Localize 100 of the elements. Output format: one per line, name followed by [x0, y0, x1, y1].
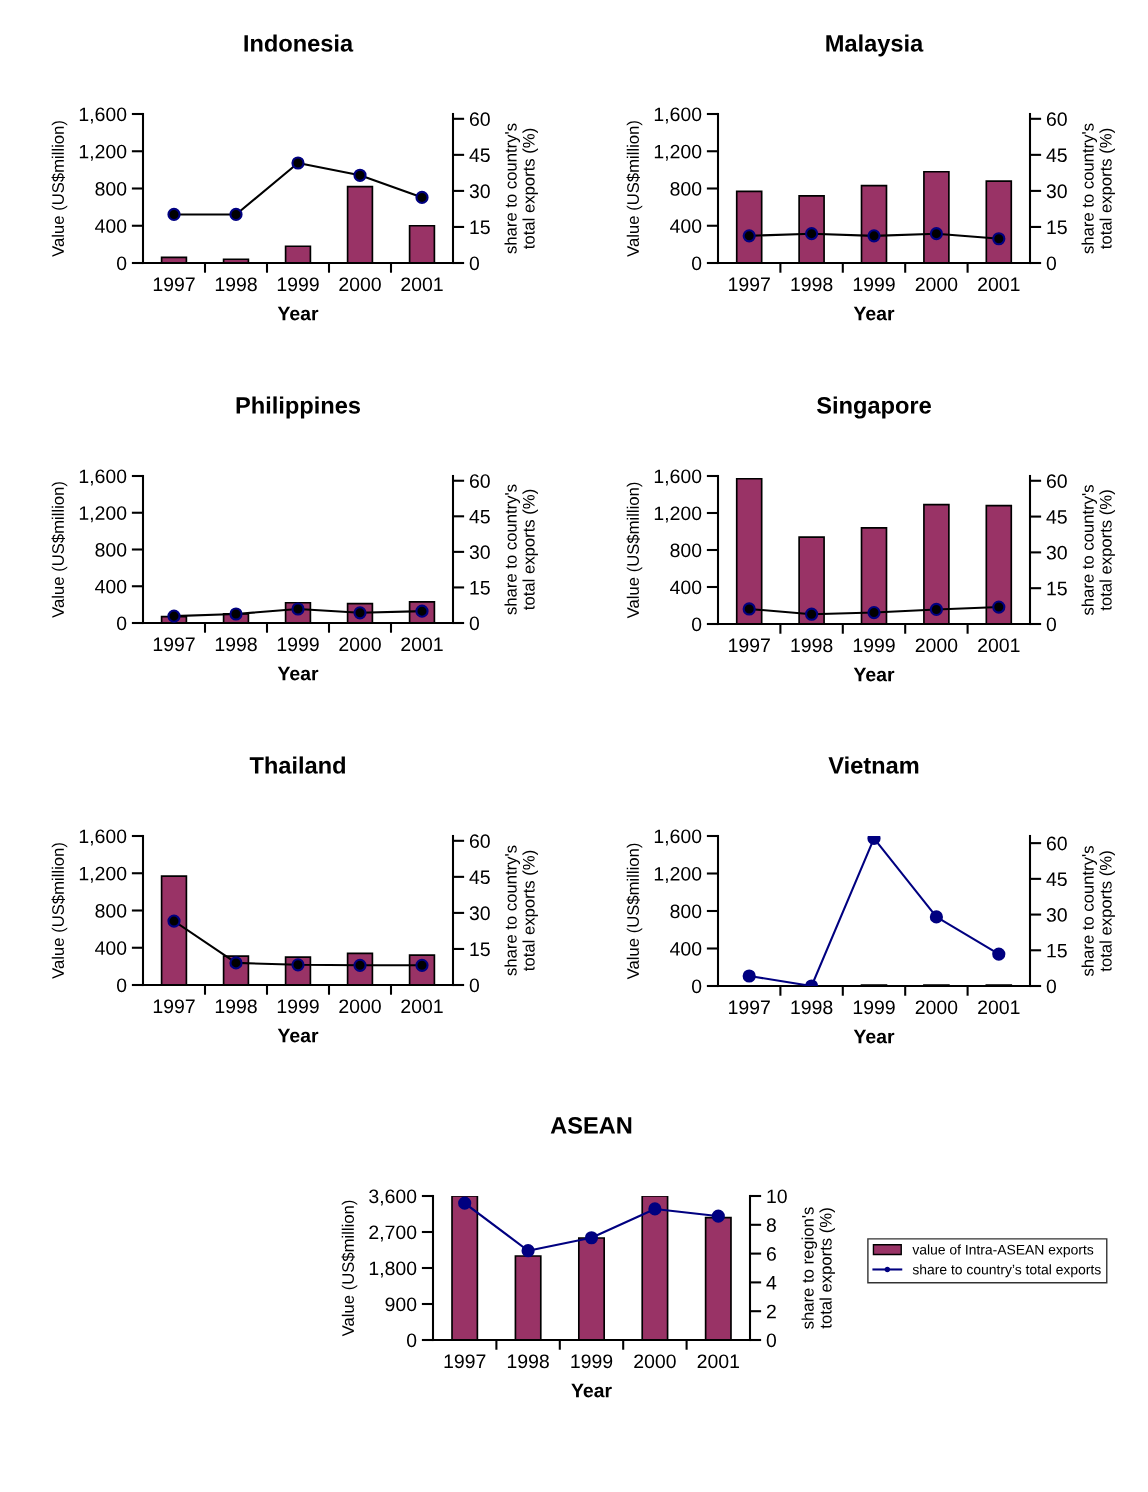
- x-tick-label: 2001: [697, 1354, 739, 1369]
- y-tick-label: 1,600: [654, 107, 702, 124]
- y2-tick-label: 30: [469, 184, 490, 199]
- x-tick-label: 1999: [853, 638, 895, 653]
- x-tick-label: 1997: [153, 637, 195, 652]
- y2-tick-label: 15: [1047, 220, 1067, 235]
- x-axis-title: Year: [853, 306, 895, 321]
- y2-tick-label: 0: [469, 978, 480, 993]
- x-tick-label: 2000: [339, 637, 381, 652]
- legend-label: value of Intra-ASEAN exports: [912, 1244, 1094, 1258]
- y2-axis-title: share to region's total exports (%): [801, 1207, 835, 1329]
- x-tick-label: 1999: [853, 1000, 895, 1015]
- y-tick-label: 0: [116, 616, 127, 631]
- y2-tick-label: 60: [1046, 836, 1067, 851]
- y-axis-title: Value (US$million): [51, 121, 68, 257]
- x-tick-label: 2000: [915, 638, 958, 653]
- y-tick-label: 1,200: [79, 506, 127, 523]
- y-tick-label: 400: [670, 941, 702, 956]
- y2-tick-label: 10: [767, 1189, 787, 1204]
- x-tick-label: 2001: [401, 999, 443, 1014]
- y2-tick-label: 0: [1046, 617, 1057, 632]
- y-tick-label: 400: [95, 579, 127, 594]
- y-tick-label: 800: [95, 903, 127, 918]
- y2-tick-label: 0: [469, 616, 480, 631]
- y2-tick-label: 30: [1046, 545, 1067, 560]
- x-tick-label: 2001: [401, 637, 443, 652]
- x-tick-label: 1997: [729, 638, 770, 653]
- y-tick-label: 800: [670, 181, 702, 196]
- y-tick-label: 0: [116, 256, 127, 271]
- y-tick-label: 400: [95, 219, 127, 233]
- x-axis-title: Year: [277, 306, 319, 321]
- y-tick-label: 800: [95, 181, 127, 196]
- y-tick-label: 1,800: [369, 1261, 417, 1278]
- y2-axis-title: share to country's total exports (%): [504, 845, 538, 976]
- x-axis-title: Year: [277, 1028, 319, 1043]
- chart-title: Thailand: [249, 756, 345, 774]
- y-tick-label: 0: [116, 978, 127, 993]
- x-tick-label: 1998: [791, 638, 833, 653]
- y2-axis-title: share to country's total exports (%): [504, 123, 538, 254]
- y2-tick-label: 60: [469, 112, 490, 127]
- x-tick-label: 1999: [853, 277, 895, 292]
- x-tick-label: 2001: [401, 277, 443, 292]
- y2-tick-label: 30: [1046, 184, 1067, 199]
- y2-axis-title: share to country's total exports (%): [1081, 485, 1115, 616]
- x-axis-title: Year: [571, 1383, 612, 1398]
- x-tick-label: 1997: [729, 277, 770, 292]
- chart-title: Philippines: [236, 396, 361, 419]
- y2-tick-label: 15: [470, 220, 490, 235]
- chart-title: ASEAN: [550, 1117, 632, 1134]
- y-tick-label: 900: [385, 1297, 417, 1312]
- y-tick-label: 0: [406, 1333, 417, 1348]
- x-tick-label: 2001: [978, 1000, 1020, 1015]
- y2-tick-label: 45: [1046, 148, 1067, 163]
- y-axis-title: Value (US$million): [51, 843, 68, 979]
- chart-title: Malaysia: [826, 34, 924, 57]
- y2-tick-label: 30: [1046, 908, 1067, 922]
- x-tick-label: 2001: [978, 277, 1020, 292]
- y2-tick-label: 60: [1046, 112, 1067, 127]
- chart-title: Vietnam: [828, 756, 919, 774]
- y2-tick-label: 0: [1046, 979, 1057, 994]
- y2-tick-label: 0: [469, 256, 480, 271]
- y2-tick-label: 45: [1046, 872, 1067, 887]
- x-tick-label: 1998: [215, 637, 257, 652]
- y2-tick-label: 45: [469, 509, 490, 524]
- y-tick-label: 0: [691, 979, 702, 994]
- x-tick-label: 2000: [915, 277, 958, 292]
- y-axis-title: Value (US$million): [626, 121, 643, 257]
- y2-tick-label: 0: [766, 1333, 777, 1348]
- y-tick-label: 1,200: [654, 866, 702, 884]
- x-tick-label: 1998: [215, 277, 257, 292]
- y-axis-title: Value (US$million): [626, 843, 643, 980]
- y-tick-label: 3,600: [369, 1189, 417, 1206]
- y2-tick-label: 45: [469, 148, 490, 163]
- y2-axis-title: share to country's total exports (%): [504, 484, 538, 615]
- y2-tick-label: 6: [766, 1247, 776, 1261]
- y2-tick-label: 60: [469, 474, 490, 488]
- y-tick-label: 800: [670, 904, 702, 919]
- y-tick-label: 0: [691, 617, 702, 632]
- y-tick-label: 1,600: [654, 829, 702, 846]
- y-tick-label: 1,200: [79, 866, 127, 883]
- y-tick-label: 400: [670, 580, 702, 595]
- x-axis-title: Year: [853, 667, 895, 682]
- x-tick-label: 2000: [915, 1000, 958, 1015]
- y-tick-label: 400: [670, 219, 702, 233]
- y2-tick-label: 30: [469, 906, 490, 921]
- x-tick-label: 2000: [339, 277, 381, 292]
- y-tick-label: 800: [670, 543, 702, 558]
- y2-tick-label: 15: [470, 581, 490, 595]
- y-axis-title: Value (US$million): [626, 482, 643, 619]
- x-tick-label: 1997: [444, 1354, 486, 1369]
- x-tick-label: 2000: [634, 1354, 676, 1369]
- x-tick-label: 2001: [978, 638, 1020, 653]
- x-tick-label: 1999: [571, 1354, 613, 1369]
- x-tick-label: 1997: [153, 999, 195, 1014]
- y2-tick-label: 2: [766, 1304, 776, 1319]
- y2-tick-label: 4: [766, 1276, 777, 1290]
- x-tick-label: 1999: [277, 637, 319, 652]
- x-tick-label: 1998: [791, 277, 833, 292]
- y-axis-title: Value (US$million): [341, 1200, 358, 1337]
- y2-tick-label: 15: [1047, 943, 1067, 958]
